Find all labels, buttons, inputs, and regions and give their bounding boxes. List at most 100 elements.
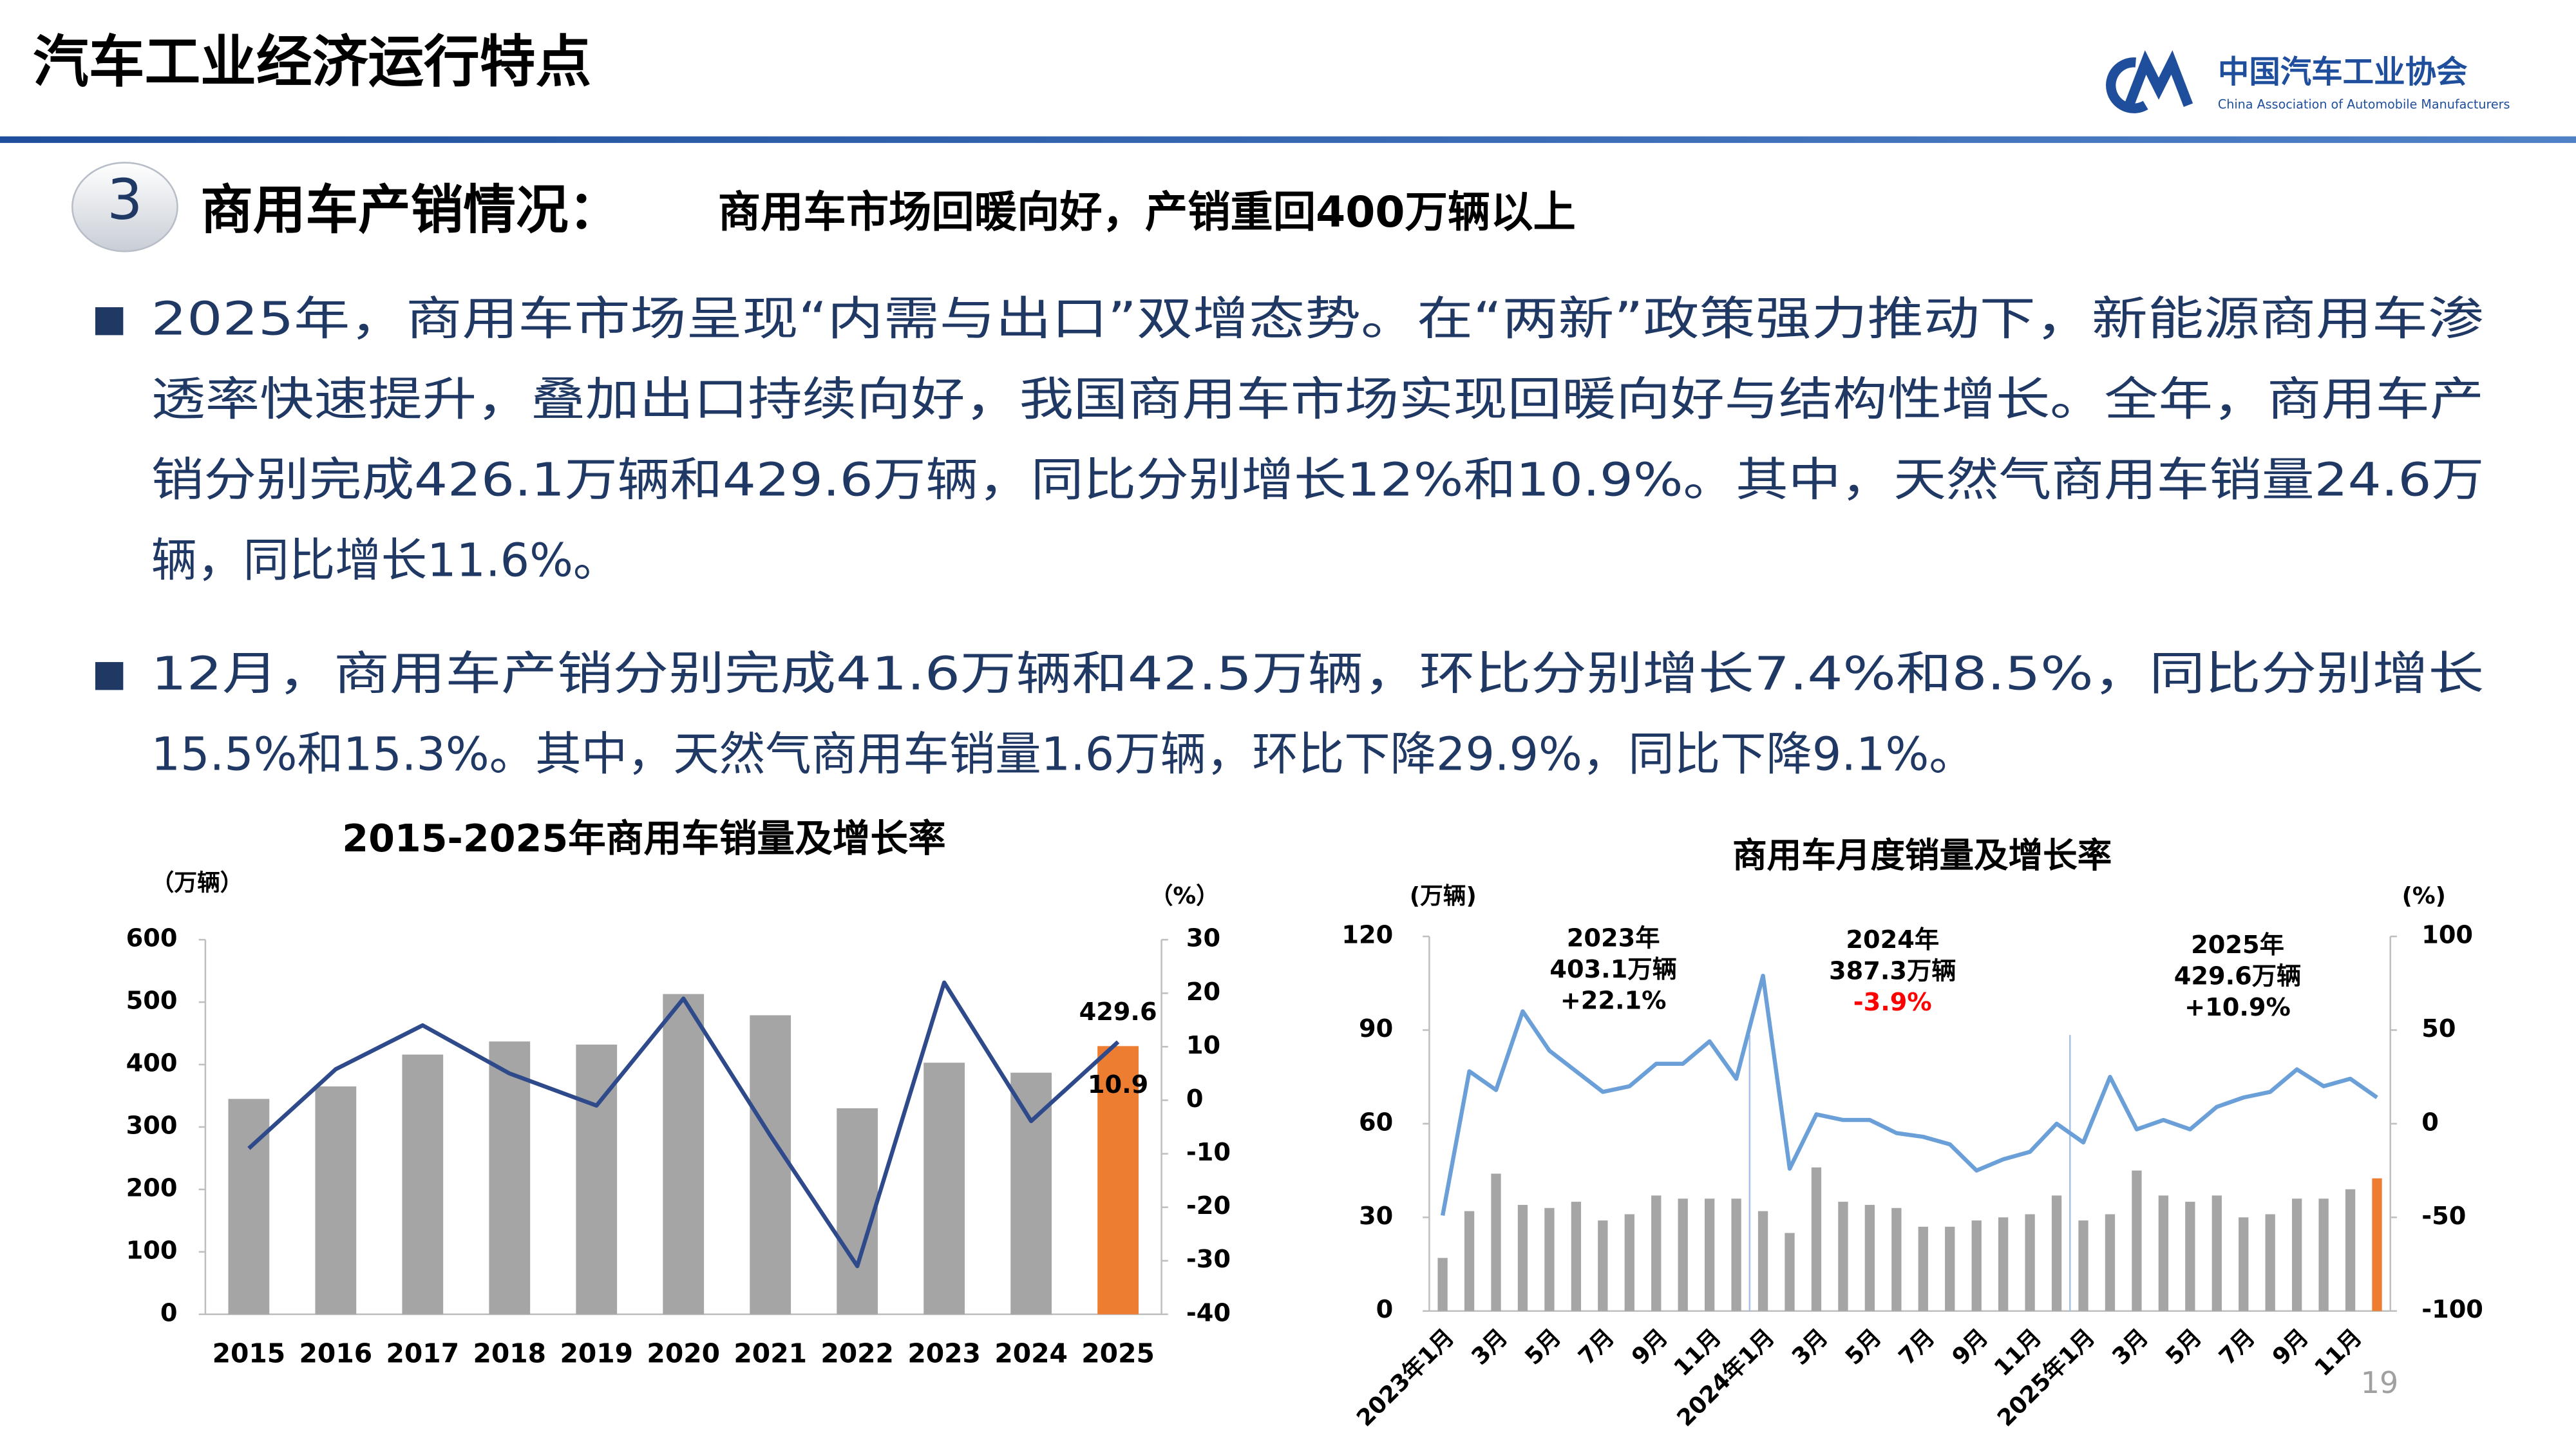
annotation: +10.9%	[2184, 993, 2291, 1022]
bullet-list: 2025年，商用车市场呈现“内需与出口”双增态势。在“两新”政策强力推动下，新能…	[95, 292, 2484, 781]
bar	[2051, 1195, 2062, 1311]
annotation: 2024年	[1846, 925, 1939, 954]
x-tick-label: 2021	[734, 1338, 807, 1369]
y2-tick-label: -40	[1186, 1298, 1231, 1327]
data-label: 10.9	[1088, 1070, 1148, 1099]
y2-tick-label: 20	[1186, 978, 1220, 1007]
page-number: 19	[2361, 1365, 2398, 1400]
logo	[2106, 50, 2193, 113]
bar	[1571, 1202, 1582, 1311]
bar	[1544, 1208, 1555, 1311]
x-tick-label: 2025	[1081, 1338, 1155, 1369]
bar	[1757, 1211, 1768, 1311]
y-tick-label: 200	[126, 1173, 178, 1202]
bar	[1464, 1211, 1475, 1311]
x-tick-label: 3月	[1787, 1324, 1833, 1370]
bar	[1624, 1214, 1634, 1311]
bar	[1705, 1198, 1715, 1311]
bar	[2239, 1217, 2249, 1311]
annotation: +22.1%	[1560, 987, 1667, 1016]
bar	[1097, 1046, 1139, 1314]
bar	[2132, 1170, 2142, 1311]
bar	[1971, 1220, 1982, 1311]
x-tick-label: 2018	[473, 1338, 547, 1369]
y-axis-unit: （万辆）	[151, 869, 243, 896]
y2-tick-label: 50	[2421, 1014, 2456, 1043]
bar	[2211, 1195, 2222, 1311]
section-badge	[71, 162, 178, 252]
bar	[402, 1054, 444, 1314]
y-tick-label: 400	[126, 1049, 178, 1078]
y2-tick-label: 0	[1186, 1084, 1204, 1113]
bar	[1517, 1204, 1528, 1311]
y2-tick-label: -50	[2421, 1202, 2466, 1231]
bar	[2078, 1220, 2088, 1311]
bullet-text: 销分别完成426.1万辆和429.6万辆，同比分别增长12%和10.9%。其中，…	[151, 453, 2484, 507]
y-tick-label: 90	[1359, 1014, 1393, 1043]
bar	[1838, 1202, 1848, 1311]
y2-axis-unit: (%)	[2402, 883, 2446, 909]
bar	[1785, 1233, 1795, 1311]
line	[1440, 973, 2378, 1216]
y-tick-label: 30	[1359, 1202, 1393, 1231]
x-tick-label: 5月	[2161, 1324, 2207, 1370]
x-tick-label: 2023年1月	[1352, 1324, 1459, 1432]
x-tick-label: 2016	[299, 1338, 373, 1369]
chart-title: 商用车月度销量及增长率	[1732, 835, 2112, 875]
bar	[1731, 1198, 1741, 1311]
bar	[228, 1099, 270, 1314]
y2-tick-label: 0	[2421, 1108, 2439, 1137]
y-tick-label: 100	[126, 1236, 178, 1265]
bar	[923, 1063, 965, 1314]
section-subtitle: 商用车市场回暖向好，产销重回400万辆以上	[718, 187, 1576, 237]
bullet-text: 2025年，商用车市场呈现“内需与出口”双增态势。在“两新”政策强力推动下，新能…	[151, 292, 2484, 346]
section-number: 3	[107, 167, 142, 232]
bar	[1598, 1220, 1608, 1311]
x-tick-label: 2017	[386, 1338, 460, 1369]
bar	[2318, 1198, 2329, 1311]
bar	[1437, 1258, 1448, 1311]
x-tick-label: 9月	[1627, 1324, 1673, 1370]
y2-axis-unit: （%）	[1150, 883, 1219, 909]
x-tick-label: 5月	[1520, 1324, 1566, 1370]
y-tick-label: 120	[1341, 921, 1393, 950]
y2-tick-label: -30	[1186, 1245, 1231, 1274]
section-title: 商用车产销情况：	[200, 180, 621, 241]
bar	[1811, 1167, 1822, 1311]
x-tick-label: 2019	[560, 1338, 633, 1369]
bullet-marker	[95, 662, 124, 690]
chart-title: 2015-2025年商用车销量及增长率	[342, 817, 945, 860]
y-tick-label: 0	[160, 1298, 178, 1327]
y2-tick-label: -100	[2421, 1295, 2483, 1324]
y2-tick-label: 100	[2421, 921, 2473, 950]
annotation: 2025年	[2191, 931, 2284, 960]
x-tick-label: 7月	[2214, 1324, 2260, 1370]
annotation: 429.6万辆	[2174, 961, 2302, 990]
bar	[2185, 1202, 2195, 1311]
x-tick-label: 11月	[2309, 1324, 2367, 1381]
bar	[2158, 1195, 2169, 1311]
org-name-en: China Association of Automobile Manufact…	[2218, 97, 2510, 112]
y-tick-label: 60	[1359, 1108, 1393, 1137]
x-tick-label: 2023	[907, 1338, 981, 1369]
line	[247, 980, 1120, 1269]
y2-tick-label: -20	[1186, 1191, 1231, 1220]
x-tick-label: 3月	[1466, 1324, 1513, 1370]
bar	[1864, 1204, 1875, 1311]
bar	[2345, 1189, 2356, 1311]
x-tick-label: 2024	[994, 1338, 1068, 1369]
annotation: -3.9%	[1853, 988, 1932, 1017]
bullet-text: 12月，商用车产销分别完成41.6万辆和42.5万辆，环比分别增长7.4%和8.…	[151, 647, 2484, 701]
x-tick-label: 7月	[1573, 1324, 1620, 1370]
y2-tick-label: -10	[1186, 1138, 1231, 1167]
bar	[489, 1041, 531, 1314]
x-tick-label: 7月	[1894, 1324, 1940, 1370]
org-name: 中国汽车工业协会	[2218, 54, 2468, 90]
x-tick-label: 2015	[213, 1338, 286, 1369]
y-axis-unit: (万辆)	[1410, 883, 1477, 909]
bar	[750, 1015, 791, 1314]
data-label: 429.6	[1079, 998, 1157, 1027]
annotation: 387.3万辆	[1829, 957, 1956, 986]
bullet-text: 15.5%和15.3%。其中，天然气商用车销量1.6万辆，环比下降29.9%，同…	[151, 728, 1975, 781]
